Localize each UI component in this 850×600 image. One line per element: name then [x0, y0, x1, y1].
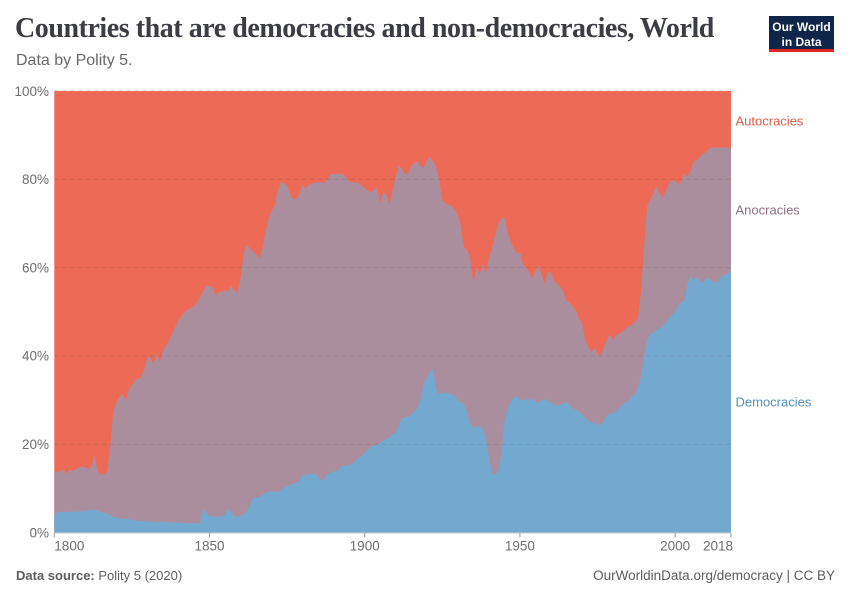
svg-text:0%: 0% [29, 525, 49, 540]
svg-text:Democracies: Democracies [736, 395, 812, 410]
svg-text:2018: 2018 [703, 539, 733, 554]
svg-text:2000: 2000 [660, 539, 690, 554]
svg-text:40%: 40% [22, 349, 49, 364]
svg-text:1850: 1850 [194, 539, 224, 554]
svg-text:80%: 80% [22, 172, 49, 187]
svg-text:20%: 20% [22, 437, 49, 452]
svg-text:1800: 1800 [54, 539, 84, 554]
svg-text:100%: 100% [14, 84, 49, 99]
svg-text:60%: 60% [22, 260, 49, 275]
svg-text:1900: 1900 [350, 539, 380, 554]
svg-text:Anocracies: Anocracies [736, 203, 801, 218]
svg-text:Autocracies: Autocracies [736, 114, 804, 129]
svg-text:1950: 1950 [505, 539, 535, 554]
